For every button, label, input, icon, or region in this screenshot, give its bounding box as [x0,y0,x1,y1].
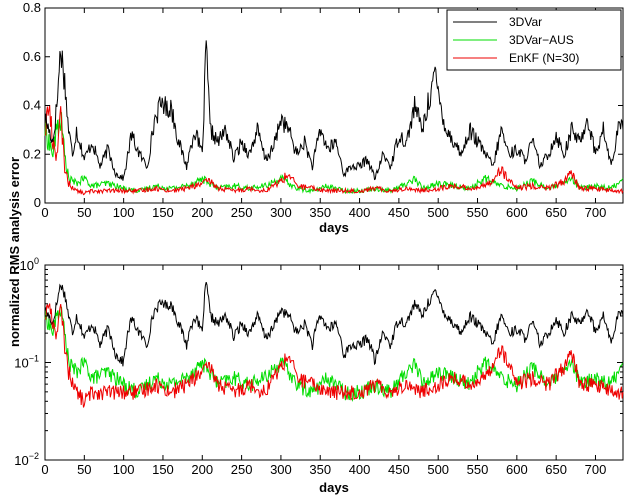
top-xtick-label: 0 [41,205,48,220]
top-xtick-label: 300 [270,205,292,220]
bottom-xtick-label: 250 [231,462,253,477]
legend-label-enkf: EnKF (N=30) [509,51,579,65]
bottom-xtick-label: 350 [309,462,331,477]
bottom-xtick-label: 300 [270,462,292,477]
bottom-xtick-label: 550 [467,462,489,477]
bottom-series-enkf-n-30 [44,303,624,408]
top-xtick-label: 350 [309,205,331,220]
bottom-xtick-label: 100 [113,462,135,477]
top-xtick-label: 650 [545,205,567,220]
bottom-xtick-label: 500 [427,462,449,477]
top-xtick-label: 700 [585,205,607,220]
top-ytick-label: 0.2 [23,146,41,161]
top-xtick-label: 550 [467,205,489,220]
top-ytick-label: 0.6 [23,49,41,64]
legend-label-3dvar: 3DVar [509,15,542,29]
top-panel-linear: 0 50 100 150 200 250 300 350 400 450 500 550 600 650 7… [23,0,624,235]
top-yticks: 0 0.2 0.4 0.6 0.8 [23,0,623,210]
top-xtick-label: 600 [506,205,528,220]
bottom-series-3dvar-aus [44,306,624,402]
bottom-ytick-label: 100 [20,256,39,273]
bottom-xticks: 0 50 100 150 200 250 300 350 400 450 500 550 600 650 7… [41,265,606,477]
legend-label-3dvar-aus: 3DVar−AUS [509,33,574,47]
top-series-enkf-n-30 [44,104,624,196]
bottom-xtick-label: 150 [152,462,174,477]
top-xtick-label: 500 [427,205,449,220]
bottom-xtick-label: 0 [41,462,48,477]
top-ytick-label: 0.8 [23,0,41,15]
bottom-xtick-label: 400 [349,462,371,477]
bottom-xtick-label: 650 [545,462,567,477]
bottom-series-3dvar [44,281,624,367]
top-xtick-label: 100 [113,205,135,220]
top-xtick-label: 250 [231,205,253,220]
top-series-3dvar [44,40,624,181]
top-xtick-label: 450 [388,205,410,220]
top-ytick-label: 0.4 [23,98,41,113]
bottom-xlabel: days [319,480,349,495]
bottom-xtick-label: 700 [585,462,607,477]
legend: 3DVar 3DVar−AUS EnKF (N=30) [446,9,622,71]
bottom-xtick-label: 200 [191,462,213,477]
top-xtick-label: 150 [152,205,174,220]
bottom-series-layer [44,281,624,408]
top-xtick-label: 50 [77,205,91,220]
top-series-layer [44,40,624,196]
top-xlabel: days [319,220,349,235]
bottom-plot-area [44,264,624,461]
bottom-panel-log: 0 50 100 150 200 250 300 350 400 450 500 550 600 650 7… [14,256,624,495]
top-ytick-label: 0 [34,195,41,210]
top-xtick-label: 200 [191,205,213,220]
bottom-xtick-label: 450 [388,462,410,477]
bottom-xtick-label: 600 [506,462,528,477]
top-xtick-label: 400 [349,205,371,220]
shared-ylabel: normalized RMS analysis error [7,157,22,347]
bottom-ytick-label: 10−2 [14,451,39,468]
bottom-xtick-label: 50 [77,462,91,477]
top-xticks: 0 50 100 150 200 250 300 350 400 450 500 550 600 650 7… [41,8,606,220]
bottom-yticks: 10−2 10−1 100 [14,256,623,468]
bottom-ytick-label: 10−1 [14,354,39,371]
